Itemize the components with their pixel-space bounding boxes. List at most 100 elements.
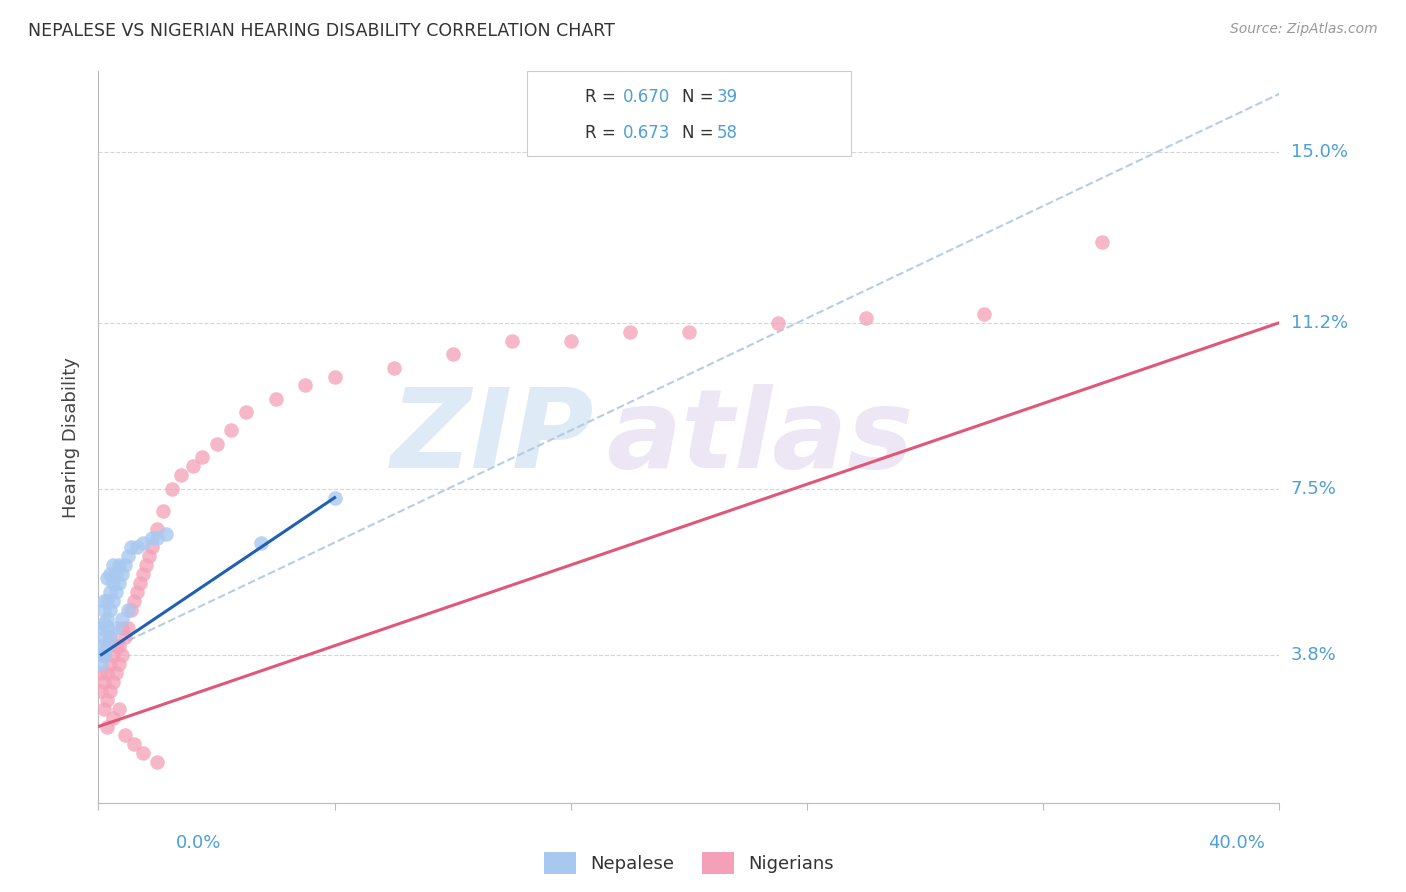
Text: 40.0%: 40.0%: [1209, 834, 1265, 852]
Point: [146, 756, 169, 770]
Point: [111, 648, 134, 662]
Point: [155, 526, 177, 541]
Point: [114, 729, 136, 743]
Point: [264, 392, 287, 406]
Point: [90, 648, 112, 662]
Point: [146, 522, 169, 536]
Point: [120, 603, 142, 617]
Point: [117, 549, 139, 563]
Point: [501, 334, 523, 348]
Point: [766, 316, 789, 330]
Point: [96, 594, 118, 608]
Point: [98, 657, 121, 671]
Point: [1091, 235, 1114, 249]
Text: R =: R =: [585, 124, 621, 142]
Point: [108, 639, 131, 653]
Point: [855, 311, 877, 326]
Text: N =: N =: [682, 124, 718, 142]
Point: [93, 616, 115, 631]
Point: [90, 639, 112, 653]
Point: [98, 630, 121, 644]
Point: [205, 437, 228, 451]
Point: [98, 603, 121, 617]
Text: R =: R =: [585, 88, 621, 106]
Point: [382, 360, 405, 375]
Point: [96, 639, 118, 653]
Point: [250, 535, 273, 549]
Point: [170, 468, 193, 483]
Text: atlas: atlas: [606, 384, 914, 491]
Point: [125, 585, 148, 599]
Point: [120, 540, 142, 554]
Legend: Nepalese, Nigerians: Nepalese, Nigerians: [537, 845, 841, 881]
Point: [122, 738, 145, 752]
Point: [135, 558, 157, 572]
Point: [111, 612, 134, 626]
Point: [103, 558, 125, 572]
Point: [122, 594, 145, 608]
Point: [98, 630, 121, 644]
Point: [162, 482, 183, 496]
Point: [323, 369, 346, 384]
Point: [98, 683, 121, 698]
Text: N =: N =: [682, 88, 718, 106]
Point: [96, 692, 118, 706]
Text: 58: 58: [717, 124, 738, 142]
Point: [96, 719, 118, 733]
Point: [146, 531, 169, 545]
Point: [141, 531, 163, 545]
Point: [114, 558, 136, 572]
Point: [105, 639, 128, 653]
Text: Source: ZipAtlas.com: Source: ZipAtlas.com: [1230, 22, 1378, 37]
Point: [132, 566, 155, 581]
Point: [93, 648, 115, 662]
Point: [152, 504, 174, 518]
Point: [125, 540, 148, 554]
Point: [103, 674, 125, 689]
Point: [96, 612, 118, 626]
Point: [93, 701, 115, 715]
Point: [96, 665, 118, 680]
Point: [181, 459, 204, 474]
Point: [96, 639, 118, 653]
Point: [108, 558, 131, 572]
Point: [114, 630, 136, 644]
Point: [111, 621, 134, 635]
Point: [105, 621, 128, 635]
Point: [105, 566, 128, 581]
Point: [323, 491, 346, 505]
Text: 15.0%: 15.0%: [1291, 143, 1347, 161]
Point: [93, 594, 115, 608]
Point: [103, 710, 125, 724]
Text: NEPALESE VS NIGERIAN HEARING DISABILITY CORRELATION CHART: NEPALESE VS NIGERIAN HEARING DISABILITY …: [28, 22, 614, 40]
Point: [294, 378, 316, 392]
Point: [96, 621, 118, 635]
Text: 0.0%: 0.0%: [176, 834, 221, 852]
Y-axis label: Hearing Disability: Hearing Disability: [62, 357, 80, 517]
Point: [108, 657, 131, 671]
Point: [93, 603, 115, 617]
Point: [560, 334, 582, 348]
Point: [103, 648, 125, 662]
Point: [103, 594, 125, 608]
Point: [441, 347, 464, 361]
Point: [973, 307, 995, 321]
Point: [235, 405, 257, 419]
Point: [108, 575, 131, 590]
Point: [619, 325, 641, 339]
Point: [678, 325, 700, 339]
Point: [141, 540, 163, 554]
Point: [111, 566, 134, 581]
Text: 39: 39: [717, 88, 738, 106]
Point: [105, 585, 128, 599]
Text: 11.2%: 11.2%: [1291, 314, 1348, 332]
Text: 3.8%: 3.8%: [1291, 646, 1336, 664]
Point: [98, 566, 121, 581]
Point: [128, 575, 150, 590]
Point: [117, 621, 139, 635]
Point: [90, 683, 112, 698]
Point: [221, 423, 243, 437]
Point: [98, 585, 121, 599]
Point: [191, 450, 214, 465]
Point: [132, 747, 155, 761]
